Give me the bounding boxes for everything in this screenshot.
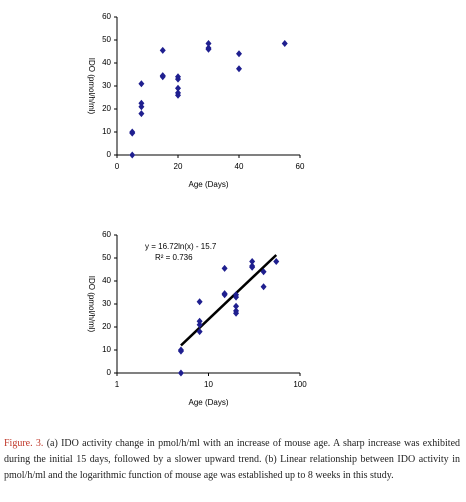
trend-line: [180, 254, 278, 347]
data-point: [175, 91, 181, 99]
x-axis-label: Age (Days): [188, 180, 228, 189]
y-tick-label: 30: [102, 299, 111, 308]
data-point: [196, 298, 203, 306]
y-tick-label: 40: [102, 58, 111, 67]
y-tick-label: 40: [102, 276, 111, 285]
data-point: [260, 283, 267, 291]
caption: Figure. 3. (a) IDO activity change in pm…: [4, 436, 460, 484]
x-tick-label: 60: [296, 162, 305, 171]
y-tick-label: 10: [102, 127, 111, 136]
y-tick-label: 50: [102, 253, 111, 262]
trend-equation: y = 16.72ln(x) - 15.7: [145, 242, 217, 251]
data-point: [138, 110, 145, 118]
data-point: [175, 84, 181, 92]
data-point: [138, 99, 145, 107]
data-point: [129, 129, 136, 137]
trend-r2: R² = 0.736: [155, 253, 193, 262]
x-tick-label: 10: [204, 380, 213, 389]
data-point: [159, 46, 166, 54]
y-tick-label: 60: [102, 12, 111, 21]
x-tick-label: 100: [293, 380, 307, 389]
data-point: [129, 151, 136, 159]
data-point: [196, 317, 203, 325]
caption-label: Figure. 3.: [4, 438, 44, 449]
data-point: [273, 257, 280, 265]
data-point: [205, 45, 212, 53]
y-axis-label: IDO (pmol/h/ml): [87, 276, 96, 333]
y-tick-label: 0: [107, 150, 112, 159]
data-point: [236, 50, 242, 58]
y-axis-label: IDO (pmol/h/ml): [87, 58, 96, 115]
data-point: [177, 369, 184, 377]
data-point: [233, 302, 240, 310]
y-tick-label: 60: [102, 230, 111, 239]
caption-text: (a) IDO activity change in pmol/h/ml wit…: [4, 438, 461, 481]
x-axis-label: Age (Days): [188, 398, 228, 407]
data-point: [159, 72, 166, 80]
data-point: [236, 65, 242, 73]
data-point: [249, 263, 256, 271]
data-point: [177, 347, 184, 355]
data-point: [249, 257, 256, 265]
data-point: [260, 268, 267, 276]
data-point: [281, 39, 288, 47]
data-point: [221, 264, 228, 272]
data-point: [233, 293, 240, 301]
data-point: [196, 328, 203, 336]
y-tick-label: 20: [102, 322, 111, 331]
x-tick-label: 20: [174, 162, 183, 171]
x-tick-label: 40: [235, 162, 244, 171]
x-tick-label: 0: [115, 162, 120, 171]
y-tick-label: 30: [102, 81, 111, 90]
y-tick-label: 50: [102, 35, 111, 44]
x-tick-label: 1: [115, 380, 120, 389]
y-tick-label: 20: [102, 104, 111, 113]
data-point: [138, 80, 145, 88]
y-tick-label: 10: [102, 345, 111, 354]
data-point: [233, 309, 240, 317]
y-tick-label: 0: [107, 368, 112, 377]
data-point: [221, 290, 228, 298]
data-point: [175, 75, 181, 83]
data-point: [205, 39, 212, 47]
